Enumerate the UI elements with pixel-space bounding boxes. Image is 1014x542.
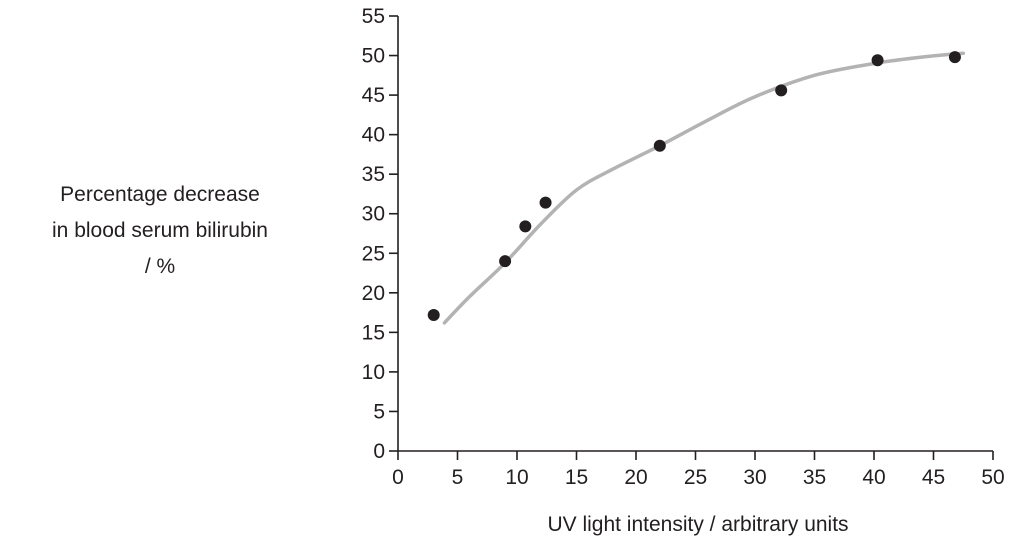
x-tick-label: 15 [565,466,588,489]
trend-curve-layer [442,51,966,325]
x-tick-label: 0 [392,466,404,489]
y-tick-label: 5 [373,400,385,423]
data-point [871,54,884,67]
y-tick-label: 25 [362,242,385,265]
x-tick-label: 30 [743,466,766,489]
data-point [499,255,512,268]
data-point [948,51,961,64]
y-tick-label: 55 [362,5,385,28]
data-point [519,220,532,233]
x-tick-label: 20 [624,466,647,489]
y-axis-title-line-1: Percentage decrease [60,183,260,206]
data-point [653,139,666,152]
data-point [775,84,788,97]
x-tick-label: 40 [862,466,885,489]
x-axis-title: UV light intensity / arbitrary units [547,513,848,536]
y-tick-label: 30 [362,203,385,226]
y-tick-label: 20 [362,282,385,305]
data-points-layer [427,51,961,321]
x-tick-label: 25 [684,466,707,489]
y-tick-label: 15 [362,321,385,344]
axes: 0 5 10 15 20 25 30 35 40 45 50 0 5 10 15 20 25 30 35 40 45 50… [362,5,1005,489]
y-axis-title-line-2: in blood serum bilirubin [52,219,268,242]
y-tick-label: 45 [362,84,385,107]
y-tick-label: 0 [373,440,385,463]
x-tick-label: 50 [981,466,1004,489]
y-tick-label: 10 [362,361,385,384]
y-tick-label: 35 [362,163,385,186]
y-tick-label: 40 [362,124,385,147]
data-point [427,308,440,321]
x-tick-label: 5 [452,466,464,489]
y-axis-title-line-3: / % [145,255,175,278]
data-point [539,196,552,209]
trend-curve [442,51,966,325]
x-tick-label: 45 [922,466,945,489]
x-tick-label: 35 [803,466,826,489]
y-tick-label: 50 [362,45,385,68]
x-tick-label: 10 [505,466,528,489]
